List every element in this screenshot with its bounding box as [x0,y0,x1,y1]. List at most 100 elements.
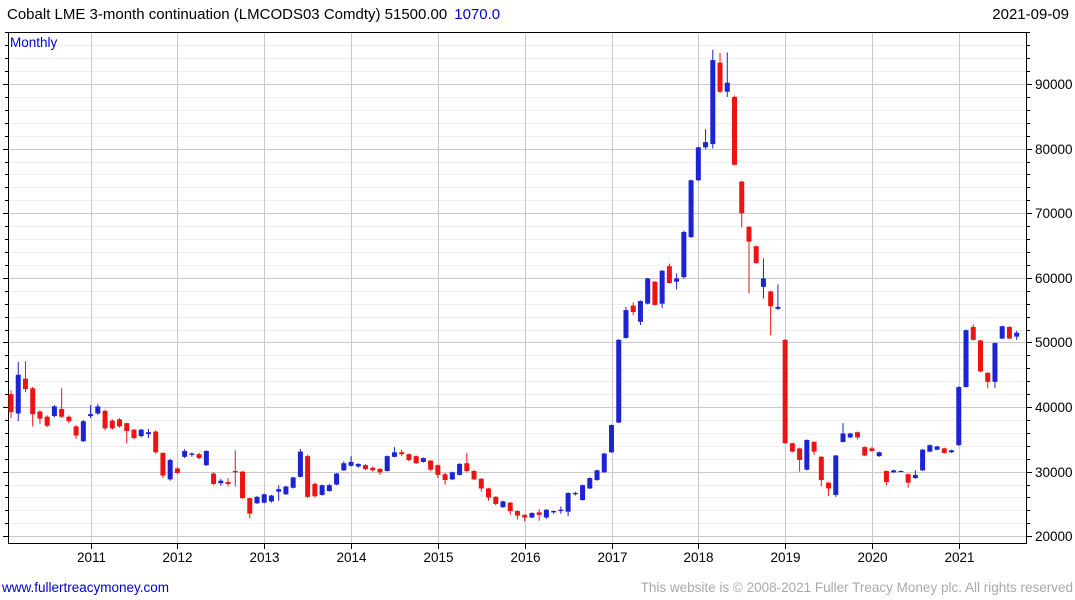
candle-body [854,432,860,438]
y-axis-label: 50000 [1035,335,1073,350]
candle-2012-04 [196,452,202,460]
candle-2014-12 [428,460,434,471]
candle-body [963,330,969,388]
candle-2014-09 [406,453,412,462]
candle-body [348,461,354,466]
candle-body [218,480,224,484]
candle-2021-01 [956,386,962,446]
candle-body [66,416,72,422]
candle-2015-11 [507,502,513,515]
candle-body [377,469,383,473]
candle-body [449,472,455,480]
candle-2020-10 [934,445,940,451]
candle-body [355,463,361,467]
candle-body [898,470,904,472]
candle-body [818,456,824,481]
candle-body [797,448,803,461]
candle-2016-01 [522,514,528,522]
website-link[interactable]: www.fullertreacymoney.com [2,580,170,595]
candle-body [457,463,463,475]
candle-body [254,496,260,504]
candle-body [464,463,470,471]
candle-body [601,453,607,473]
candle-2021-09 [1014,330,1020,340]
candle-2019-04 [804,439,810,471]
candle-2018-04 [717,52,723,94]
candle-2013-08 [312,482,318,498]
candle-body [145,432,151,435]
candle-2017-11 [681,230,687,279]
candle-body [883,470,889,482]
candle-body [920,449,926,471]
instrument-title: Cobalt LME 3-month continuation (LMCODS0… [7,6,448,23]
candle-2019-08 [833,454,839,497]
candle-2011-06 [124,422,130,444]
y-axis-label: 20000 [1035,529,1073,544]
candle-2016-06 [558,506,564,514]
candle-2011-09 [145,429,151,439]
candle-body [891,470,897,473]
y-axis-label: 80000 [1035,142,1073,157]
candle-2015-06 [471,469,477,481]
candle-2018-06 [732,95,737,166]
candle-2020-12 [949,449,955,453]
candle-2011-05 [117,418,123,428]
candle-2018-10 [760,258,766,299]
candle-body [905,474,911,483]
x-axis-label: 2020 [857,550,887,565]
candle-body [760,278,766,287]
candle-2011-02 [95,403,101,415]
candle-body [652,281,658,305]
x-axis-label: 2017 [597,550,627,565]
candle-2012-07 [218,478,224,486]
candle-2020-06 [905,473,911,488]
candle-body [782,339,788,444]
candle-2014-11 [420,457,426,463]
candle-2020-02 [876,451,882,457]
candle-2017-06 [645,277,651,305]
candle-2010-06 [37,410,43,424]
candle-2018-05 [724,52,730,97]
candle-2012-09 [232,450,238,487]
candle-body [59,408,65,417]
candle-body [174,468,180,473]
candle-body [999,326,1005,339]
candle-2019-07 [826,481,832,497]
candle-body [507,502,513,512]
candle-body [319,485,325,495]
candle-body [529,512,535,518]
candle-2014-07 [391,447,397,458]
candle-2010-05 [30,387,36,427]
candle-2016-07 [565,492,571,517]
candle-body [775,306,781,309]
candle-2015-04 [457,463,463,476]
candle-body [420,458,426,462]
candle-2017-03 [623,306,629,339]
candle-2013-09 [319,484,325,496]
candle-2013-01 [261,493,267,504]
candle-2011-10 [153,430,159,454]
candle-2010-12 [80,419,86,442]
candle-2015-02 [442,472,448,485]
candles-layer [8,49,1020,522]
candle-body [44,416,50,426]
candle-body [609,425,615,453]
candle-body [572,492,578,495]
x-axis-label: 2018 [683,550,713,565]
candle-2015-03 [449,471,455,481]
candle-2018-02 [703,129,709,150]
candle-body [732,96,737,165]
candle-body [167,460,173,480]
candle-body [102,410,108,429]
candle-2017-01 [609,424,615,453]
chart-date: 2021-09-09 [992,6,1069,23]
candle-2021-07 [999,325,1005,340]
candle-body [297,451,303,477]
candle-body [305,456,311,497]
candle-body [616,339,622,423]
candle-body [493,496,499,504]
candle-body [88,414,94,417]
candle-2013-06 [297,449,303,478]
candle-2017-10 [674,273,680,290]
